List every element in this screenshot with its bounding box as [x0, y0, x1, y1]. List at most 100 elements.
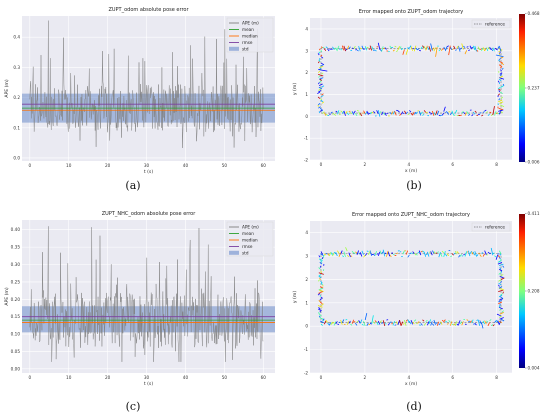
trajectory-segment — [346, 45, 350, 50]
trajectory-segment — [379, 250, 382, 254]
trajectory-segment — [497, 80, 500, 83]
trajectory-segment — [327, 48, 330, 52]
trajectory-segment — [353, 45, 356, 50]
trajectory-segment — [422, 45, 425, 49]
trajectory-segment — [404, 110, 407, 115]
trajectory-segment — [409, 320, 412, 325]
trajectory-segment — [423, 322, 427, 326]
trajectory-segment — [369, 322, 372, 325]
trajectory-segment — [318, 267, 321, 270]
trajectory-segment — [322, 111, 325, 114]
trajectory-segment — [440, 321, 443, 325]
colorbar-tick-label: 0.411 — [528, 211, 540, 216]
trajectory-segment — [438, 114, 441, 117]
trajectory-segment — [337, 323, 340, 325]
trajectory-segment — [445, 253, 448, 257]
trajectory-segment — [500, 258, 502, 261]
trajectory-segment — [500, 66, 503, 69]
trajectory-segment — [410, 252, 413, 255]
trajectory-segment — [409, 45, 412, 49]
trajectory-segment — [321, 85, 325, 88]
trajectory-segment — [399, 113, 402, 116]
trajectory-segment — [438, 252, 441, 258]
trajectory-segment — [407, 254, 410, 258]
y-axis-label: y (m) — [292, 83, 298, 95]
trajectory-segment — [499, 250, 502, 255]
trajectory-segment — [500, 111, 504, 114]
trajectory-segment — [407, 319, 410, 323]
trajectory-segment — [498, 263, 504, 267]
colorbar-tick-label: 0.004 — [528, 366, 540, 371]
trajectory-segment — [318, 255, 321, 258]
trajectory-segment — [323, 48, 327, 52]
trajectory-segment — [396, 252, 399, 254]
trajectory-segment — [320, 64, 324, 67]
legend-label: APE (m) — [242, 225, 259, 230]
trajectory-segment — [498, 88, 501, 91]
trajectory-segment — [481, 252, 484, 254]
trajectory-segment — [498, 294, 503, 298]
legend-box — [226, 221, 274, 257]
subfigure-caption: (a) — [125, 179, 140, 192]
trajectory-segment — [499, 72, 503, 75]
y-tick-label: 0.15 — [11, 314, 21, 319]
trajectory-segment — [474, 323, 477, 326]
trajectory-segment — [415, 322, 418, 324]
trajectory-segment — [377, 110, 381, 117]
trajectory-segment — [409, 252, 412, 255]
trajectory-segment — [463, 45, 466, 48]
trajectory-segment — [498, 282, 502, 286]
chart-title: ZUPT_odom absolute pose error — [108, 7, 189, 13]
trajectory-segment — [451, 48, 454, 51]
trajectory-segment — [330, 111, 333, 114]
trajectory-segment — [499, 75, 504, 78]
trajectory-segment — [454, 250, 458, 255]
plot-area-d — [310, 221, 512, 373]
trajectory-segment — [473, 323, 475, 325]
trajectory-segment — [318, 312, 320, 315]
trajectory-segment — [441, 112, 445, 116]
trajectory-segment — [369, 111, 373, 115]
trajectory-segment — [474, 251, 477, 257]
trajectory-segment — [342, 255, 345, 258]
trajectory-segment — [497, 261, 503, 265]
trajectory-segment — [487, 114, 490, 116]
trajectory-segment — [498, 109, 504, 112]
x-tick-label: 6 — [451, 375, 454, 380]
trajectory-segment — [358, 111, 361, 116]
trajectory-segment — [449, 112, 453, 116]
trajectory-segment — [371, 315, 374, 324]
trajectory-segment — [437, 251, 439, 253]
trajectory-segment — [329, 48, 331, 50]
trajectory-segment — [327, 253, 330, 256]
trajectory-segment — [353, 110, 356, 114]
trajectory-segment — [453, 323, 456, 326]
trajectory-segment — [410, 46, 414, 52]
trajectory-segment — [454, 109, 458, 114]
trajectory-segment — [318, 315, 321, 318]
trajectory-segment — [317, 70, 321, 74]
trajectory-segment — [396, 50, 399, 53]
trajectory-segment — [350, 112, 353, 115]
trajectory-segment — [499, 303, 501, 306]
trajectory-segment — [320, 323, 323, 326]
trajectory-segment — [333, 251, 336, 254]
trajectory-segment — [487, 251, 490, 254]
trajectory-segment — [363, 254, 366, 258]
trajectory-segment — [468, 320, 471, 323]
trajectory-segment — [318, 88, 322, 91]
trajectory-segment — [392, 49, 395, 52]
trajectory-segment — [405, 111, 409, 115]
trajectory-segment — [492, 324, 495, 327]
x-axis-label: t (s) — [144, 169, 153, 175]
trajectory-segment — [433, 251, 436, 254]
trajectory-segment — [412, 111, 415, 116]
trajectory-segment — [335, 252, 338, 257]
trajectory-segment — [323, 320, 327, 325]
trajectory-segment — [373, 111, 376, 114]
legend-box — [471, 222, 511, 232]
trajectory-segment — [459, 114, 462, 117]
trajectory-segment — [351, 250, 355, 254]
trajectory-segment — [319, 109, 324, 112]
trajectory-segment — [322, 46, 325, 49]
